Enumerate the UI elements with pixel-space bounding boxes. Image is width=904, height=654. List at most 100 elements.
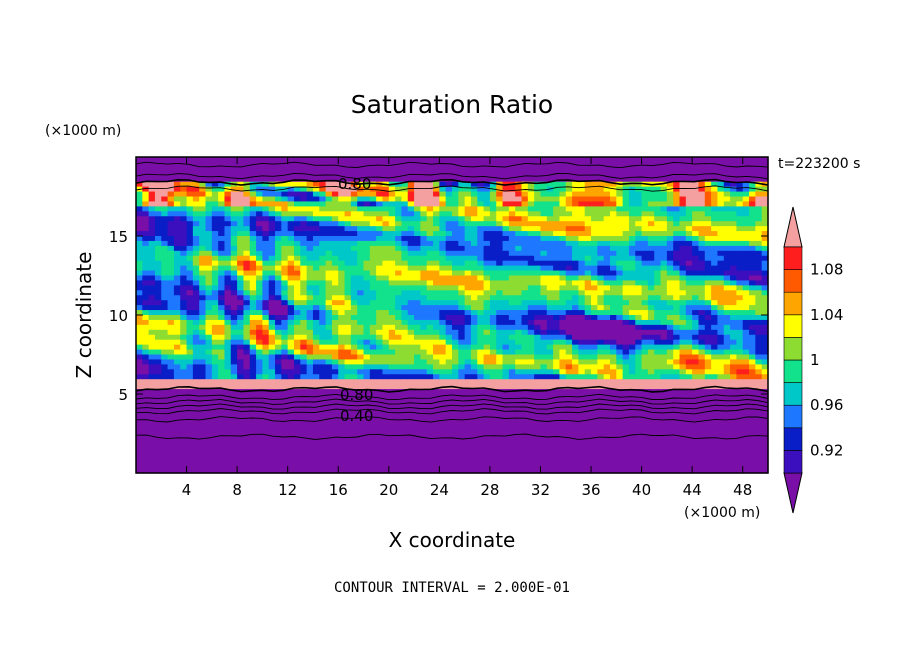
field-cell bbox=[433, 157, 440, 163]
field-cell bbox=[470, 221, 478, 227]
field-cell bbox=[376, 463, 384, 469]
field-cell bbox=[262, 240, 270, 247]
field-cell bbox=[192, 171, 200, 178]
field-cell bbox=[199, 379, 207, 385]
field-cell bbox=[237, 255, 245, 262]
field-cell bbox=[445, 319, 453, 326]
field-cell bbox=[553, 403, 561, 410]
field-cell bbox=[401, 240, 409, 247]
field-cell bbox=[312, 315, 320, 321]
field-cell bbox=[344, 324, 352, 331]
field-cell bbox=[136, 384, 143, 390]
field-cell bbox=[508, 196, 516, 203]
field-cell bbox=[565, 315, 573, 321]
field-cell bbox=[224, 364, 232, 370]
field-cell bbox=[559, 196, 567, 203]
field-cell bbox=[369, 236, 377, 242]
field-cell bbox=[180, 236, 188, 242]
field-cell bbox=[616, 196, 624, 203]
field-cell bbox=[508, 201, 516, 207]
field-cell bbox=[230, 171, 238, 178]
field-cell bbox=[237, 379, 245, 385]
field-cell bbox=[559, 453, 567, 459]
field-cell bbox=[294, 428, 301, 435]
field-cell bbox=[148, 428, 156, 435]
field-cell bbox=[426, 408, 434, 415]
field-cell bbox=[458, 468, 466, 474]
field-cell bbox=[224, 443, 232, 449]
field-cell bbox=[173, 255, 181, 262]
field-cell bbox=[148, 344, 156, 351]
field-cell bbox=[401, 369, 409, 375]
field-cell bbox=[508, 394, 516, 400]
field-cell bbox=[338, 339, 346, 346]
field-cell bbox=[401, 181, 409, 188]
field-cell bbox=[464, 305, 472, 311]
field-cell bbox=[136, 408, 143, 415]
field-cell bbox=[597, 176, 605, 183]
field-cell bbox=[553, 344, 561, 351]
field-cell bbox=[470, 186, 478, 193]
field-cell bbox=[211, 216, 219, 222]
field-cell bbox=[256, 379, 263, 385]
field-cell bbox=[218, 423, 226, 430]
field-cell bbox=[331, 305, 339, 311]
field-cell bbox=[287, 216, 295, 222]
field-cell bbox=[534, 379, 542, 385]
field-cell bbox=[578, 231, 586, 237]
field-cell bbox=[382, 334, 390, 341]
field-cell bbox=[325, 349, 333, 356]
field-cell bbox=[306, 344, 314, 351]
field-cell bbox=[237, 265, 245, 272]
field-cell bbox=[388, 379, 396, 385]
field-cell bbox=[553, 295, 561, 301]
field-cell bbox=[388, 250, 396, 257]
field-cell bbox=[616, 334, 624, 341]
field-cell bbox=[610, 176, 617, 183]
field-cell bbox=[281, 176, 289, 183]
field-cell bbox=[319, 280, 327, 286]
field-cell bbox=[420, 408, 428, 415]
field-cell bbox=[161, 438, 169, 444]
field-cell bbox=[610, 463, 617, 469]
field-cell bbox=[211, 275, 219, 282]
field-cell bbox=[376, 324, 384, 331]
field-cell bbox=[433, 374, 440, 380]
field-cell bbox=[350, 463, 358, 469]
field-cell bbox=[489, 275, 497, 282]
field-cell bbox=[199, 201, 207, 207]
field-cell bbox=[489, 403, 497, 410]
field-cell bbox=[294, 329, 301, 336]
field-cell bbox=[262, 379, 270, 385]
field-cell bbox=[489, 369, 497, 375]
field-cell bbox=[148, 280, 156, 286]
field-cell bbox=[136, 250, 143, 257]
field-cell bbox=[426, 265, 434, 272]
field-cell bbox=[173, 305, 181, 311]
field-cell bbox=[464, 344, 472, 351]
field-cell bbox=[483, 290, 491, 296]
field-cell bbox=[515, 290, 523, 296]
field-cell bbox=[161, 186, 169, 193]
field-cell bbox=[262, 161, 270, 168]
field-cell bbox=[325, 339, 333, 346]
field-cell bbox=[224, 379, 232, 385]
field-cell bbox=[230, 310, 238, 316]
field-cell bbox=[186, 260, 194, 267]
field-cell bbox=[338, 275, 346, 282]
field-cell bbox=[521, 359, 529, 365]
field-cell bbox=[401, 364, 409, 370]
field-cell bbox=[344, 334, 352, 341]
field-cell bbox=[527, 339, 535, 346]
field-cell bbox=[414, 344, 421, 351]
field-cell bbox=[534, 290, 542, 296]
field-cell bbox=[275, 260, 282, 267]
field-cell bbox=[578, 339, 586, 346]
field-cell bbox=[496, 161, 504, 168]
field-cell bbox=[622, 300, 630, 306]
field-cell bbox=[256, 216, 263, 222]
field-cell bbox=[186, 285, 194, 291]
field-cell bbox=[300, 354, 308, 361]
field-cell bbox=[464, 280, 472, 286]
field-cell bbox=[414, 319, 421, 326]
